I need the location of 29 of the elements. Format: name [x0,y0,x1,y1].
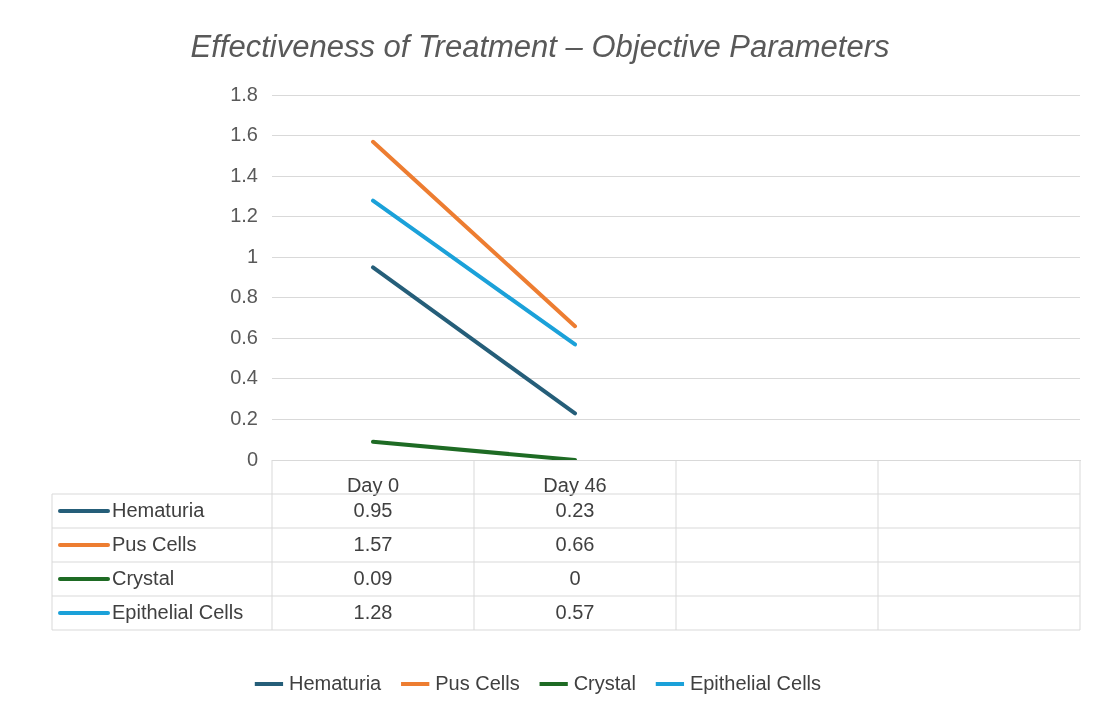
x-tick-label: Day 46 [543,473,607,496]
data-label: 1.28 [353,600,393,623]
data-label: 0.23 [555,498,595,521]
x-tick-label: Day 0 [346,473,400,496]
y-tick-label: 1.4 [230,163,258,186]
text: Epithelial Cells [689,671,822,694]
y-tick-label: 1.8 [230,82,258,105]
data-label: 0.57 [555,600,595,623]
y-tick-label: 0.8 [230,285,258,308]
chart-title: Effectiveness of Treatment – Objective Parameters [190,29,890,65]
data-label: 0.95 [353,498,393,521]
legend-label: Hematuria [112,498,206,521]
y-tick-label: 1 [246,244,258,267]
text: Pus Cells [435,671,520,694]
data-label: 1.57 [353,532,393,555]
y-tick-label: 0.2 [230,406,258,429]
data-label: 0.66 [555,532,595,555]
text: Hematuria [288,671,382,694]
y-tick-label: 1.6 [230,123,258,146]
legend-label: Pus Cells [112,532,197,555]
legend-label: Crystal [573,671,636,694]
y-tick-label: 0 [246,447,258,470]
y-tick-label: 0.6 [230,325,258,348]
y-tick-label: 0.4 [230,366,258,389]
data-label: 0 [569,566,581,589]
text: Crystal [112,566,175,589]
y-tick-label: 1.2 [230,204,258,227]
data-label: 0.09 [353,566,393,589]
legend-label: Epithelial Cells [112,600,244,623]
